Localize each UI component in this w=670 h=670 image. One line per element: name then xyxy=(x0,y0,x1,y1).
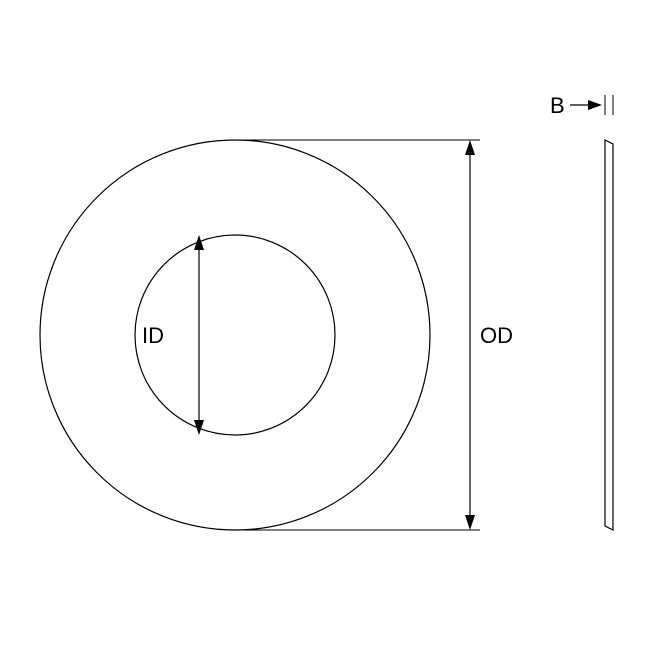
arrowhead-down-icon xyxy=(465,515,475,530)
outer-diameter-circle xyxy=(40,140,430,530)
od-label: OD xyxy=(480,323,513,348)
inner-diameter-circle xyxy=(135,235,335,435)
arrowhead-up-icon xyxy=(465,140,475,155)
id-dimension: ID xyxy=(142,235,204,435)
id-label: ID xyxy=(142,323,164,348)
washer-diagram: ID OD B xyxy=(0,0,670,670)
arrowhead-right-icon xyxy=(588,100,602,110)
b-dimension: B xyxy=(550,93,613,118)
side-view xyxy=(605,140,613,530)
b-label: B xyxy=(550,93,565,118)
